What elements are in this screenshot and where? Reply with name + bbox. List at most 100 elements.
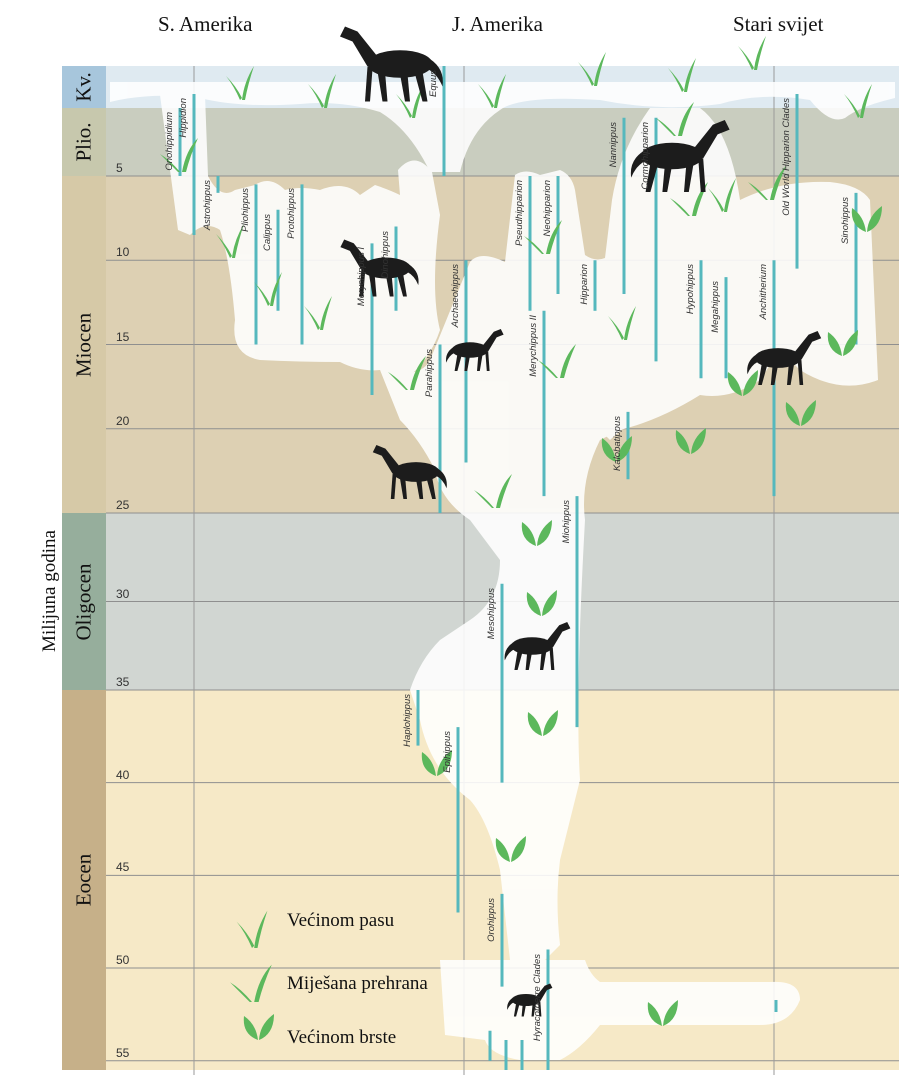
legend-mixed-diet-icon	[230, 964, 272, 1002]
diet-marker-31	[827, 330, 858, 356]
taxon-label-10: Archaeohippus	[450, 264, 461, 328]
taxon-label-20: Anchitherium	[758, 264, 769, 320]
epoch-label-1: Plio.	[62, 108, 106, 176]
tick-label-9: 50	[116, 953, 130, 968]
y-axis-label: Milijuna godina	[39, 530, 60, 652]
taxon-label-1: Hippidion	[178, 98, 189, 138]
taxon-label-9: Parahippus	[424, 348, 435, 397]
epoch-label-3: Oligocen	[62, 513, 106, 690]
diet-marker-25	[421, 750, 452, 776]
taxon-label-8: Equus	[428, 70, 439, 97]
diet-marker-32	[647, 1000, 678, 1026]
anchitherium-silhouette	[747, 331, 822, 385]
horse-silhouettes	[340, 26, 822, 1017]
taxon-label-21: Old World Hipparion Clades	[781, 98, 792, 216]
tick-label-4: 25	[116, 498, 130, 512]
epoch-name: Kv.	[71, 72, 96, 102]
anchitherium-early-silhouette	[372, 445, 447, 499]
region-label-north-america: J. Amerika	[452, 12, 543, 36]
taxon-label-12: Neohipparion	[542, 180, 553, 237]
taxon-label-18: Megahippus	[710, 281, 721, 333]
diet-marker-16	[608, 306, 636, 340]
diet-marker-7	[844, 84, 872, 118]
epoch-name: Eocen	[71, 853, 96, 907]
diet-marker-22	[521, 520, 552, 546]
taxon-label-27: Orohippus	[486, 897, 497, 942]
taxon-label-14: Hipparion	[579, 264, 590, 305]
epoch-name: Plio.	[71, 122, 96, 162]
epoch-name: Miocen	[71, 312, 96, 377]
diet-marker-29	[601, 436, 632, 462]
tick-label-1: 10	[116, 245, 130, 260]
diet-marker-28	[785, 400, 816, 426]
legend-grazing-label: Većinom pasu	[287, 910, 395, 931]
diet-marker-0	[226, 66, 254, 100]
taxon-label-22: Sinohippus	[840, 196, 851, 244]
hipparion-silhouette	[630, 120, 730, 192]
diet-marker-20	[656, 102, 694, 136]
taxon-label-5: Protohippus	[286, 188, 297, 240]
diet-marker-18	[708, 178, 736, 212]
taxon-label-2: Astrohippus	[202, 180, 213, 231]
taxon-label-13: Merychippus II	[528, 314, 539, 377]
tick-label-7: 40	[116, 767, 130, 782]
epoch-label-4: Eocen	[62, 690, 106, 1070]
taxon-label-0: Onohippidium	[164, 112, 175, 171]
taxon-label-23: Miohippus	[561, 500, 572, 544]
diet-marker-30	[675, 428, 706, 454]
diet-marker-12	[388, 356, 426, 390]
diet-marker-14	[538, 344, 576, 378]
tick-label-8: 45	[116, 860, 130, 875]
diet-marker-24	[527, 710, 558, 736]
taxon-label-4: Calippus	[262, 213, 273, 251]
diet-marker-1	[308, 74, 336, 108]
diet-marker-27	[727, 370, 758, 396]
region-label-old-world: Stari svijet	[733, 12, 824, 36]
tick-label-2: 15	[116, 329, 130, 344]
taxon-label-19: Kalobatippus	[612, 415, 623, 471]
merychippus-silhouette	[340, 239, 419, 297]
taxon-label-17: Hypohippus	[685, 264, 696, 315]
epoch-label-0: Kv.	[62, 66, 106, 108]
epoch-band-1	[106, 108, 899, 176]
tick-label-5: 30	[116, 586, 130, 601]
diet-marker-23	[526, 590, 557, 616]
taxon-label-16: Cormohipparion	[640, 121, 651, 190]
tick-label-3: 20	[116, 413, 130, 428]
taxon-label-3: Pliohippus	[240, 188, 251, 233]
diet-marker-5	[668, 58, 696, 92]
diet-marker-8	[160, 138, 198, 172]
parahippus-silhouette	[446, 329, 504, 371]
diet-marker-13	[524, 220, 562, 254]
taxon-label-15: Nannippus	[608, 121, 619, 168]
epoch-name: Oligocen	[71, 563, 96, 640]
equus-silhouette	[340, 26, 443, 102]
tick-label-10: 55	[116, 1045, 130, 1060]
legend-grass-icon	[236, 910, 268, 948]
tick-label-6: 35	[116, 675, 130, 689]
taxon-label-24: Mesohippus	[486, 587, 497, 640]
diet-marker-3	[478, 74, 506, 108]
diet-marker-11	[304, 296, 332, 330]
epoch-label-2: Miocen	[62, 176, 106, 513]
taxon-label-28: Hyracotherre Clades	[532, 953, 543, 1041]
taxon-label-25: Haplohippus	[402, 694, 413, 747]
taxon-label-7: Dinohippus	[380, 230, 391, 279]
tick-label-0: 5	[116, 161, 123, 175]
taxon-label-26: Epihippus	[442, 731, 453, 773]
taxon-label-11: Pseudhipparion	[514, 180, 525, 247]
legend-mixed-label: Miješana prehrana	[287, 973, 428, 994]
diet-marker-15	[474, 474, 512, 508]
diet-marker-9	[216, 224, 244, 258]
legend-leaf-icon	[243, 1014, 274, 1040]
region-label-south-america: S. Amerika	[158, 12, 253, 36]
diet-marker-26	[495, 836, 526, 862]
diet-marker-21	[851, 206, 882, 232]
diet-marker-4	[578, 52, 606, 86]
legend-browsing-label: Većinom brste	[287, 1027, 397, 1048]
diet-marker-10	[254, 272, 282, 306]
hyracotherium-silhouette	[507, 983, 553, 1017]
taxon-label-6: Merychippus I	[356, 247, 367, 307]
